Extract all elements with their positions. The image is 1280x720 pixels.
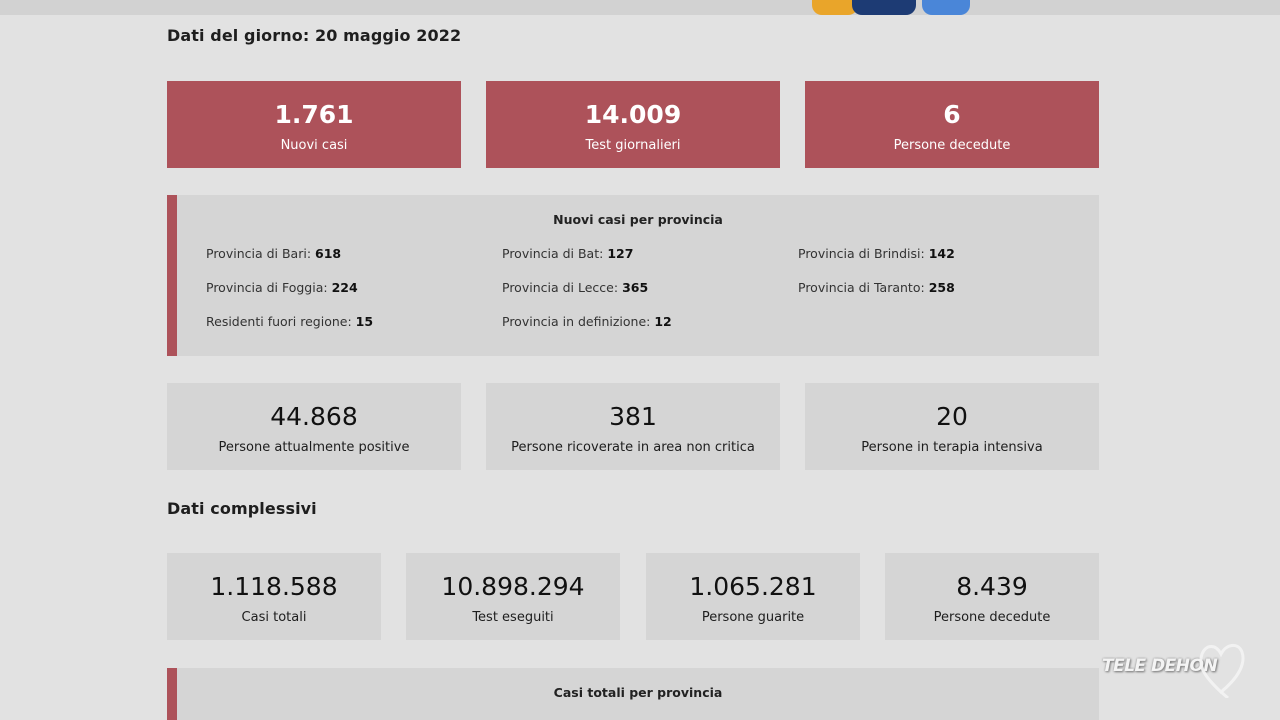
province-item: Provincia di Bat: 127: [502, 246, 633, 261]
new-cases-label: Nuovi casi: [280, 138, 348, 153]
province-value: 142: [928, 246, 955, 261]
total-deaths-card: 8.439 Persone decedute: [885, 553, 1099, 640]
province-value: 224: [331, 280, 358, 295]
currently-positive-card: 44.868 Persone attualmente positive: [167, 383, 461, 470]
daily-deaths-label: Persone decedute: [893, 138, 1011, 153]
province-label: Residenti fuori regione:: [206, 314, 352, 329]
intensive-care-card: 20 Persone in terapia intensiva: [805, 383, 1099, 470]
province-value: 258: [928, 280, 955, 295]
province-label: Provincia di Taranto:: [798, 280, 925, 295]
province-item: Provincia di Taranto: 258: [798, 280, 955, 295]
province-item: Residenti fuori regione: 15: [206, 314, 373, 329]
currently-positive-label: Persone attualmente positive: [218, 440, 410, 455]
panel-title: Nuovi casi per provincia: [553, 212, 723, 227]
broadcaster-watermark: TELE DEHON: [1102, 656, 1218, 676]
province-value: 618: [315, 246, 342, 261]
totals-heading: Dati complessivi: [167, 499, 317, 518]
total-cases-by-province-panel: Casi totali per provincia: [167, 668, 1099, 720]
province-value: 365: [622, 280, 649, 295]
province-item: Provincia di Lecce: 365: [502, 280, 648, 295]
heart-logo-icon: [1199, 644, 1245, 698]
daily-deaths-card: 6 Persone decedute: [805, 81, 1099, 168]
province-item: Provincia di Foggia: 224: [206, 280, 358, 295]
total-deaths-label: Persone decedute: [933, 610, 1051, 625]
new-cases-value: 1.761: [274, 100, 354, 129]
total-deaths-value: 8.439: [956, 572, 1028, 601]
daily-tests-label: Test giornalieri: [585, 138, 681, 153]
recovered-card: 1.065.281 Persone guarite: [646, 553, 860, 640]
daily-deaths-value: 6: [943, 100, 961, 129]
province-label: Provincia di Bat:: [502, 246, 604, 261]
panel-accent-bar: [167, 668, 177, 720]
new-cases-card: 1.761 Nuovi casi: [167, 81, 461, 168]
province-value: 127: [607, 246, 634, 261]
total-cases-card: 1.118.588 Casi totali: [167, 553, 381, 640]
province-label: Provincia di Bari:: [206, 246, 312, 261]
province-item: Provincia in definizione: 12: [502, 314, 672, 329]
province-value: 12: [654, 314, 672, 329]
tests-performed-label: Test eseguiti: [472, 610, 554, 625]
currently-positive-value: 44.868: [270, 402, 358, 431]
new-cases-by-province-panel: Nuovi casi per provincia Provincia di Ba…: [167, 195, 1099, 356]
logo-fragment-navy: [852, 0, 916, 15]
logo-fragment-yellow: [812, 0, 858, 15]
logo-fragment-blue: [922, 0, 970, 15]
province-label: Provincia di Foggia:: [206, 280, 328, 295]
hospitalized-card: 381 Persone ricoverate in area non criti…: [486, 383, 780, 470]
province-item: Provincia di Brindisi: 142: [798, 246, 955, 261]
daily-tests-card: 14.009 Test giornalieri: [486, 81, 780, 168]
daily-heading: Dati del giorno: 20 maggio 2022: [167, 26, 462, 45]
province-item: Provincia di Bari: 618: [206, 246, 341, 261]
panel-title: Casi totali per provincia: [553, 685, 723, 700]
recovered-value: 1.065.281: [689, 572, 817, 601]
tests-performed-card: 10.898.294 Test eseguiti: [406, 553, 620, 640]
recovered-label: Persone guarite: [701, 610, 805, 625]
province-label: Provincia di Lecce:: [502, 280, 619, 295]
total-cases-label: Casi totali: [241, 610, 307, 625]
tests-performed-value: 10.898.294: [441, 572, 585, 601]
daily-tests-value: 14.009: [584, 100, 682, 129]
panel-accent-bar: [167, 195, 177, 356]
province-value: 15: [355, 314, 374, 329]
province-label: Provincia di Brindisi:: [798, 246, 925, 261]
province-label: Provincia in definizione:: [502, 314, 651, 329]
hospitalized-value: 381: [609, 402, 657, 431]
intensive-care-value: 20: [936, 402, 968, 431]
hospitalized-label: Persone ricoverate in area non critica: [511, 440, 755, 455]
total-cases-value: 1.118.588: [210, 572, 338, 601]
intensive-care-label: Persone in terapia intensiva: [861, 440, 1043, 455]
top-header-strip: [0, 0, 1280, 15]
